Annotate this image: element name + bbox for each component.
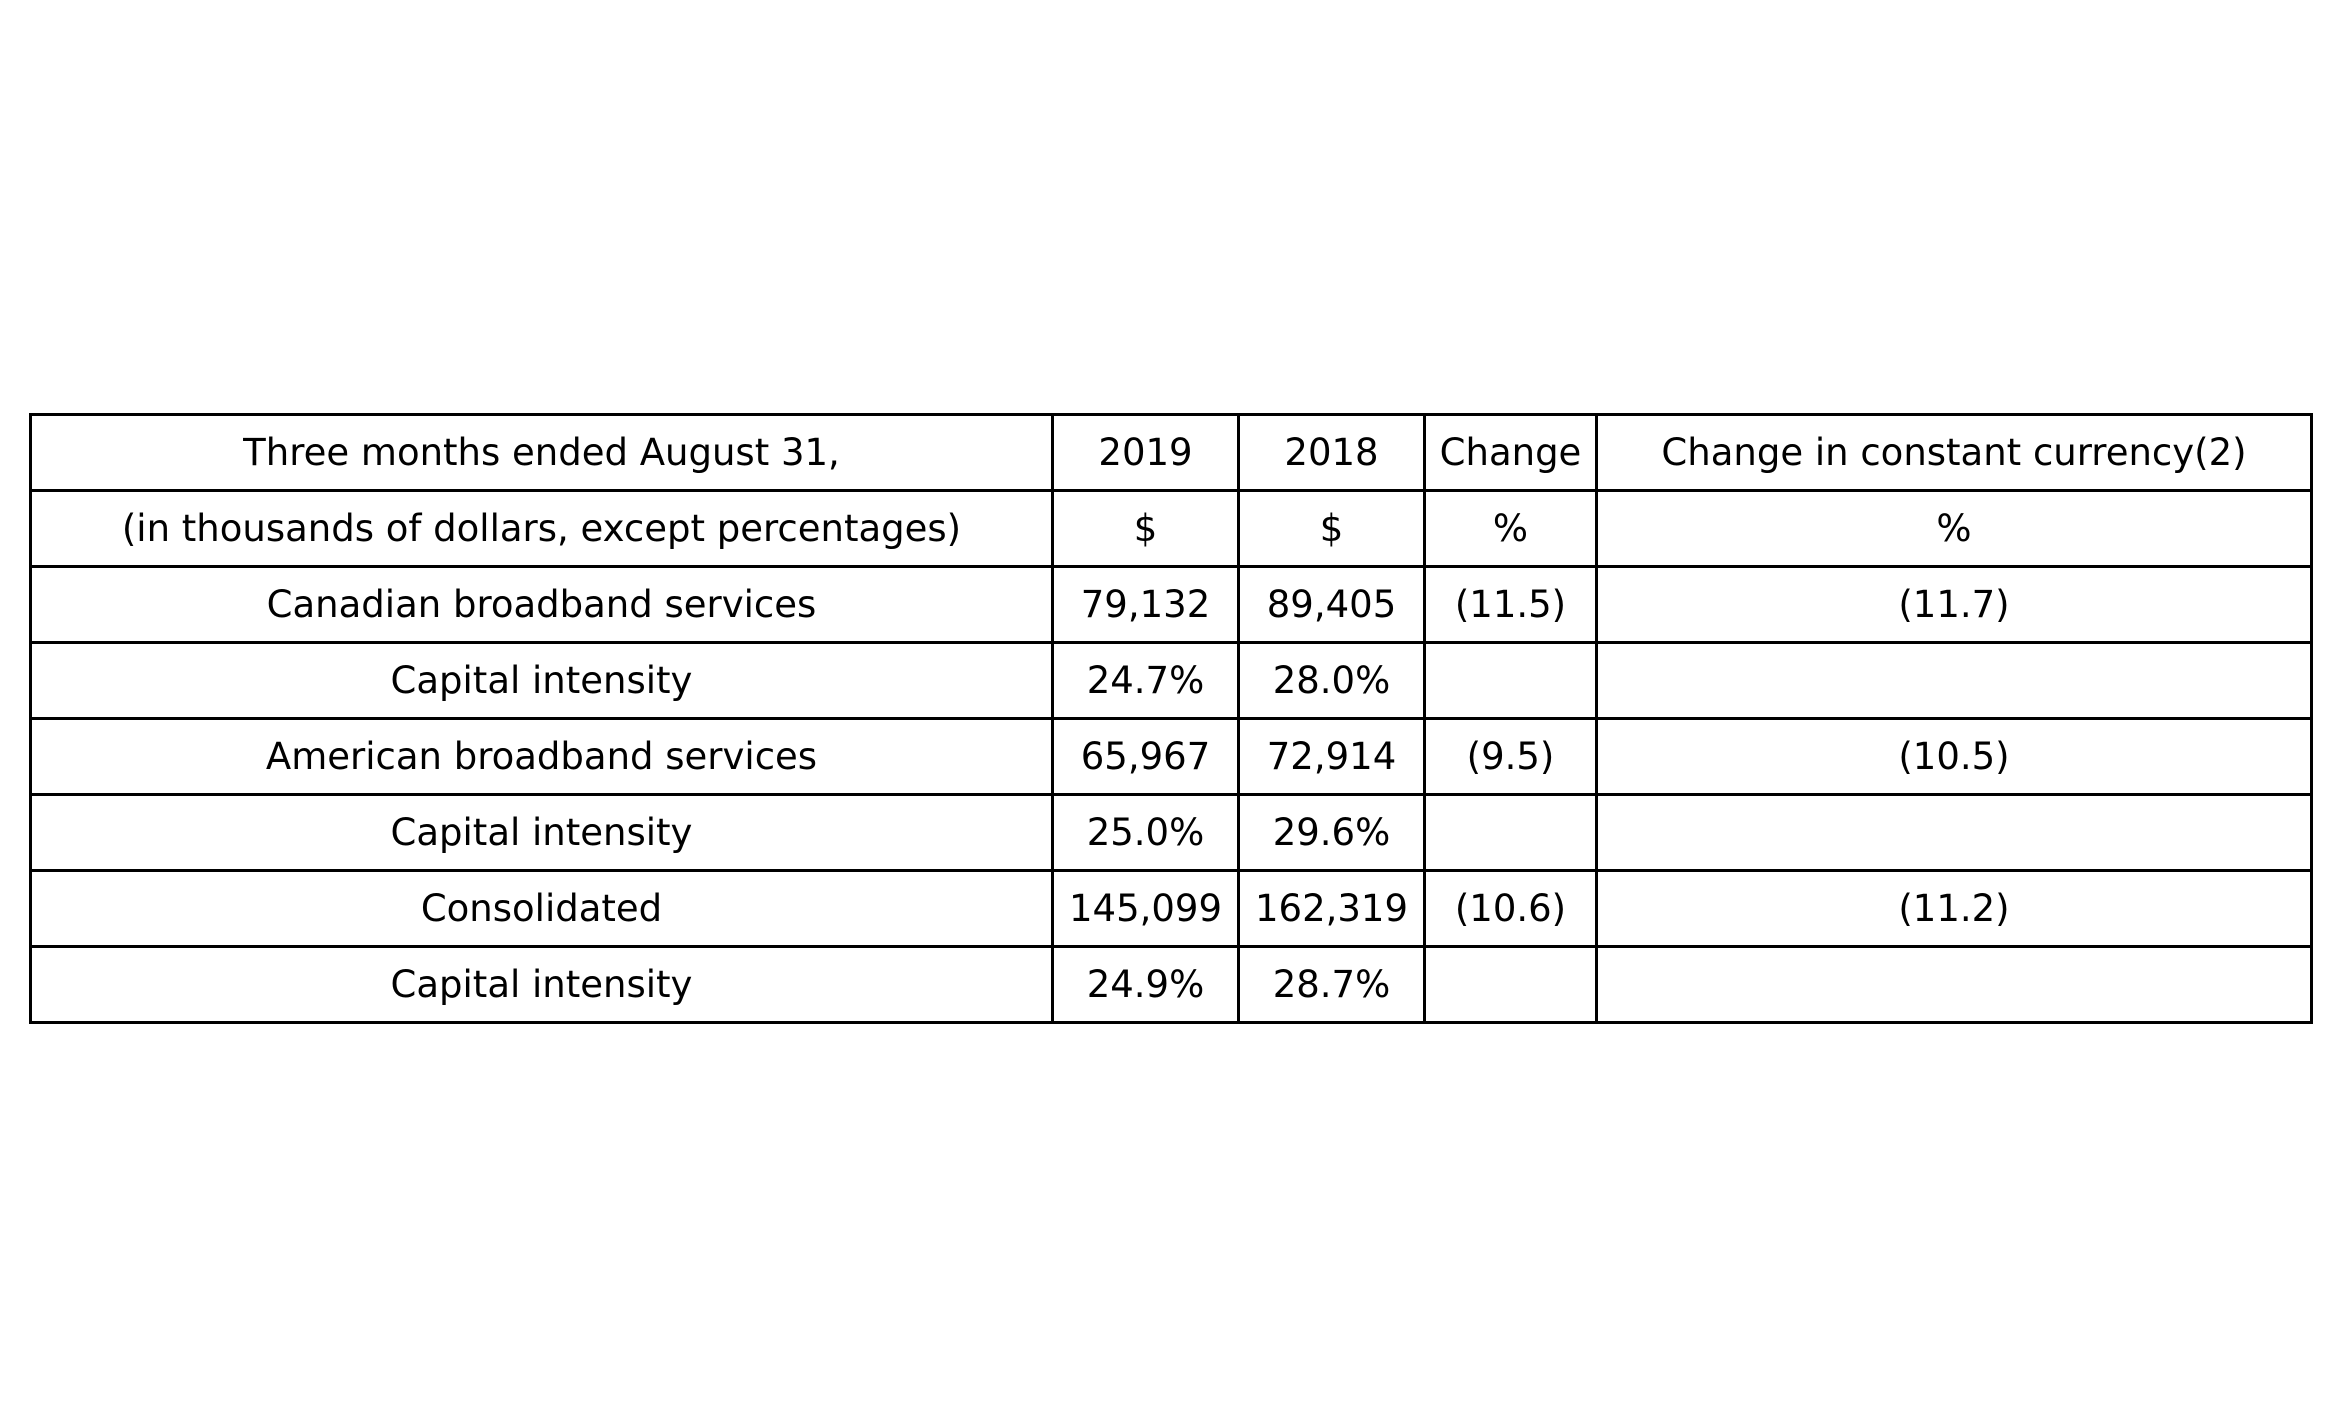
row-label-cell: (in thousands of dollars, except percent… [29, 489, 1054, 568]
row-label-cell: Capital intensity [29, 641, 1054, 720]
row-label-cell: American broadband services [29, 717, 1054, 796]
value-cell: 145,099 [1051, 869, 1240, 948]
value-cell: (9.5) [1423, 717, 1598, 796]
row-label-cell: Capital intensity [29, 945, 1054, 1024]
value-cell: 24.7% [1051, 641, 1240, 720]
value-cell [1423, 793, 1598, 872]
value-cell [1595, 945, 2313, 1024]
header-cell: Change in constant currency(2) [1595, 413, 2313, 492]
value-cell: (10.5) [1595, 717, 2313, 796]
table-body: Three months ended August 31, 2019 2018 … [29, 413, 2313, 1024]
value-cell: (11.5) [1423, 565, 1598, 644]
header-cell: 2018 [1237, 413, 1426, 492]
value-cell: 72,914 [1237, 717, 1426, 796]
value-cell: 28.0% [1237, 641, 1426, 720]
header-cell: Change [1423, 413, 1598, 492]
value-cell: 29.6% [1237, 793, 1426, 872]
table-row: (in thousands of dollars, except percent… [29, 489, 2313, 568]
value-cell: $ [1051, 489, 1240, 568]
value-cell: 79,132 [1051, 565, 1240, 644]
header-cell: 2019 [1051, 413, 1240, 492]
value-cell [1423, 641, 1598, 720]
table-header-row: Three months ended August 31, 2019 2018 … [29, 413, 2313, 492]
value-cell: 28.7% [1237, 945, 1426, 1024]
table-row: American broadband services 65,967 72,914(… [29, 717, 2313, 796]
row-label-cell: Canadian broadband services [29, 565, 1054, 644]
value-cell: % [1423, 489, 1598, 568]
value-cell [1423, 945, 1598, 1024]
value-cell: (11.2) [1595, 869, 2313, 948]
value-cell: 89,405 [1237, 565, 1426, 644]
value-cell [1595, 641, 2313, 720]
table-row: Capital intensity 24.9% 28.7% [29, 945, 2313, 1024]
value-cell: % [1595, 489, 2313, 568]
value-cell [1595, 793, 2313, 872]
value-cell: (10.6) [1423, 869, 1598, 948]
row-label-cell: Consolidated [29, 869, 1054, 948]
value-cell: 65,967 [1051, 717, 1240, 796]
table-row: Canadian broadband services 79,132 89,405(… [29, 565, 2313, 644]
table-row: Consolidated 145,099 162,319 (10.6) (11.2) [29, 869, 2313, 948]
value-cell: 25.0% [1051, 793, 1240, 872]
table-row: Capital intensity 25.0% 29.6% [29, 793, 2313, 872]
value-cell: 162,319 [1237, 869, 1426, 948]
value-cell: (11.7) [1595, 565, 2313, 644]
value-cell: $ [1237, 489, 1426, 568]
value-cell: 24.9% [1051, 945, 1240, 1024]
data-table: Three months ended August 31, 2019 2018 … [29, 413, 2313, 1024]
header-cell: Three months ended August 31, [29, 413, 1054, 492]
table-row: Capital intensity 24.7% 28.0% [29, 641, 2313, 720]
row-label-cell: Capital intensity [29, 793, 1054, 872]
